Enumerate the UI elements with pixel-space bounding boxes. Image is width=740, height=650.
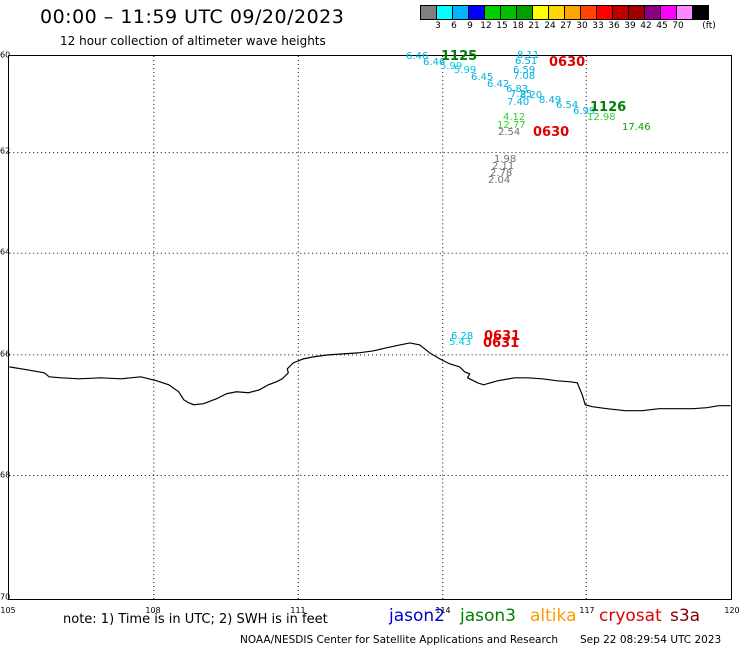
scale-swatch: [468, 5, 485, 20]
pass-time-label: 0630: [549, 55, 586, 70]
wave-height-label: 12.77: [497, 120, 526, 131]
generated-timestamp: Sep 22 08:29:54 UTC 2023: [580, 634, 722, 646]
scale-swatch: [452, 5, 469, 20]
scale-swatch: [628, 5, 645, 20]
wave-height-label: 5.43: [449, 337, 472, 348]
wave-height-label: 6.46: [406, 51, 429, 62]
longitude-label: 108: [145, 606, 161, 615]
scale-swatch: [532, 5, 549, 20]
scale-swatch: [500, 5, 517, 20]
scale-label: 15: [496, 21, 508, 31]
scale-swatch: [692, 5, 709, 20]
satellite-legend-item: jason2: [389, 606, 445, 626]
scale-label: 30: [576, 21, 588, 31]
chart-subtitle: 12 hour collection of altimeter wave hei…: [60, 34, 326, 48]
scale-swatch: [676, 5, 693, 20]
wave-height-label: 5.99: [454, 65, 477, 76]
wave-height-label: 5.99: [440, 61, 463, 72]
satellite-legend-item: s3a: [670, 606, 701, 626]
scale-swatch: [660, 5, 677, 20]
scale-swatch: [596, 5, 613, 20]
wave-height-label: 6.99: [573, 106, 596, 117]
pass-time-label: 0631: [484, 329, 521, 344]
scale-label: 3: [435, 21, 441, 31]
wave-height-label: 17.46: [622, 122, 651, 133]
scale-label: 21: [528, 21, 540, 31]
scale-swatch: [516, 5, 533, 20]
longitude-label: 117: [579, 606, 595, 615]
satellite-legend-item: cryosat: [599, 606, 662, 626]
scale-swatch: [484, 5, 501, 20]
wave-height-label: 2.54: [498, 127, 521, 138]
scale-label: 18: [512, 21, 524, 31]
latitude-label: 70: [0, 592, 11, 602]
scale-label: 27: [560, 21, 572, 31]
scale-swatch: [580, 5, 597, 20]
longitude-label: 111: [290, 606, 306, 615]
latitude-label: 62: [0, 146, 11, 156]
latitude-label: 60: [0, 50, 11, 60]
pass-time-label: 1126: [590, 100, 627, 115]
wave-height-label: 6.42: [487, 79, 510, 90]
wave-height-label: 6.59: [513, 65, 536, 76]
wave-height-label: 6.45: [471, 72, 494, 83]
wave-height-label: 2.78: [490, 168, 513, 179]
wave-height-label: 12.98: [587, 112, 616, 123]
wave-height-label: 8.49: [539, 95, 562, 106]
wave-height-label: 2.11: [492, 161, 515, 172]
latitude-label: 64: [0, 247, 11, 257]
longitude-label: 120: [724, 606, 740, 615]
scale-label: 42: [640, 21, 652, 31]
latitude-label: 68: [0, 470, 11, 480]
satellite-legend-item: jason3: [460, 606, 516, 626]
wave-height-label: 6.54: [556, 100, 579, 111]
scale-label: 33: [592, 21, 604, 31]
wave-height-label: 8.20: [520, 90, 543, 101]
wave-height-label: 8.11: [517, 50, 540, 61]
scale-unit: (ft): [702, 21, 716, 31]
satellite-legend-item: altika: [530, 606, 577, 626]
pass-time-label: 0631: [483, 336, 520, 351]
wave-height-label: 4.12: [503, 112, 526, 123]
scale-label: 12: [480, 21, 492, 31]
wave-height-label: 7.40: [507, 97, 530, 108]
scale-label: 6: [451, 21, 457, 31]
pass-time-label: 1125: [441, 49, 478, 64]
scale-swatch: [644, 5, 661, 20]
wave-height-label: 7.25: [510, 89, 533, 100]
wave-height-label: 6.51: [515, 56, 538, 67]
wave-height-label: 2.04: [488, 175, 511, 186]
scale-swatch: [548, 5, 565, 20]
scale-label: 24: [544, 21, 556, 31]
longitude-label: 114: [435, 606, 451, 615]
scale-swatch: [436, 5, 453, 20]
wave-height-label: 6.28: [451, 331, 474, 342]
chart-title: 00:00 – 11:59 UTC 09/20/2023: [40, 6, 345, 28]
map-panel: [8, 55, 732, 600]
scale-label: 70: [672, 21, 684, 31]
scale-swatch: [564, 5, 581, 20]
scale-swatch: [612, 5, 629, 20]
scale-label: 9: [467, 21, 473, 31]
scale-swatch: [420, 5, 437, 20]
wave-height-label: 6.46: [423, 57, 446, 68]
wave-height-label: 1.98: [494, 154, 517, 165]
scale-label: 36: [608, 21, 620, 31]
wave-height-label: 6.83: [506, 84, 529, 95]
scale-label: 39: [624, 21, 636, 31]
footer-note: note: 1) Time is in UTC; 2) SWH is in fe…: [63, 612, 328, 627]
coastline: [9, 342, 731, 412]
wave-height-label: 7.08: [513, 71, 536, 82]
credit-line: NOAA/NESDIS Center for Satellite Applica…: [240, 634, 558, 646]
latitude-label: 66: [0, 349, 11, 359]
longitude-label: 105: [0, 606, 16, 615]
scale-label: 45: [656, 21, 668, 31]
pass-time-label: 0630: [533, 125, 570, 140]
grid-lines: [9, 56, 731, 599]
wave-height-color-scale: 3 6 9 12 15 18 21 24 27 30 33 36 39 42 45 70 (ft): [420, 5, 716, 34]
